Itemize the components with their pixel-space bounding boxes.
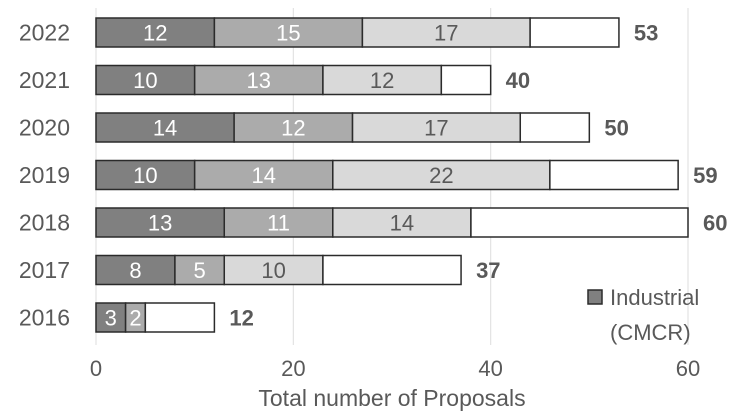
bar-segment-2019-s2	[193, 159, 334, 191]
bar-segment-2021-s3	[322, 64, 443, 96]
segment-value-label-2017-s1: 8	[129, 258, 141, 283]
bar-segment-2022-s1	[95, 17, 216, 48]
bar-segment-2022-s3	[361, 17, 531, 48]
total-label-2019: 59	[693, 163, 717, 188]
segment-value-label-2020-s3: 17	[424, 116, 448, 141]
x-tick-label-60: 60	[676, 356, 700, 381]
segment-value-label-2022-s2: 15	[276, 21, 300, 46]
total-label-2021: 40	[506, 68, 530, 93]
bar-segment-2021-s1	[95, 64, 196, 96]
segment-value-label-2016-s1: 3	[105, 306, 117, 331]
segment-value-label-2021-s2: 13	[247, 68, 271, 93]
category-label-2020: 2020	[19, 115, 70, 141]
segment-value-label-2020-s2: 12	[281, 116, 305, 141]
bar-segment-2016-s1	[95, 302, 127, 333]
segment-value-label-2019-s3: 22	[429, 163, 453, 188]
segment-value-label-2018-s1: 13	[148, 211, 172, 236]
legend-label-line1: Industrial	[610, 285, 699, 310]
segment-value-label-2022-s3: 17	[434, 21, 458, 46]
x-axis-title: Total number of Proposals	[258, 385, 525, 411]
bar-segment-2022-s2	[213, 17, 364, 48]
segment-value-label-2017-s3: 10	[261, 258, 285, 283]
total-label-2016: 12	[229, 306, 253, 331]
total-label-2017: 37	[476, 258, 500, 283]
bar-segment-2017-s3	[223, 254, 324, 286]
bar-segment-2019-s3	[332, 159, 551, 191]
segment-value-label-2021-s1: 10	[133, 68, 157, 93]
category-label-2022: 2022	[19, 20, 70, 46]
total-label-2018: 60	[703, 211, 727, 236]
legend: Industrial (CMCR)	[587, 285, 699, 345]
bar-segment-2018-s2	[223, 207, 334, 238]
category-label-2021: 2021	[19, 67, 70, 93]
legend-swatch-industrial	[587, 289, 603, 305]
bar-segment-2020-s4	[519, 112, 591, 143]
segment-value-label-2017-s2: 5	[193, 258, 205, 283]
segment-value-label-2021-s3: 12	[370, 68, 394, 93]
legend-label-line2: (CMCR)	[610, 320, 691, 345]
segment-value-label-2018-s3: 14	[390, 211, 414, 236]
category-label-2017: 2017	[19, 257, 70, 283]
category-label-2019: 2019	[19, 162, 70, 188]
segment-value-label-2016-s2: 2	[129, 306, 141, 331]
x-tick-label-0: 0	[90, 356, 102, 381]
segment-value-label-2019-s2: 14	[251, 163, 275, 188]
bar-segment-2019-s1	[95, 159, 196, 191]
category-label-2018: 2018	[19, 210, 70, 236]
x-tick-label-40: 40	[478, 356, 502, 381]
segment-value-label-2020-s1: 14	[153, 116, 177, 141]
x-tick-label-20: 20	[281, 356, 305, 381]
bar-segment-2016-s4	[144, 302, 216, 333]
bar-segment-2017-s4	[322, 254, 462, 286]
total-label-2020: 50	[604, 116, 628, 141]
segment-value-label-2022-s1: 12	[143, 21, 167, 46]
bar-segment-2022-s4	[529, 17, 620, 48]
total-label-2022: 53	[634, 21, 658, 46]
category-label-2016: 2016	[19, 305, 70, 331]
segment-value-label-2018-s2: 11	[267, 211, 290, 236]
bar-layer	[95, 17, 689, 333]
axis-layer: 0 20 40 60 2022 2021 2020 2019 2018 2017 2016	[19, 20, 700, 382]
bar-segment-2019-s4	[549, 159, 679, 191]
bar-segment-2018-s1	[95, 207, 226, 238]
bar-segment-2021-s4	[440, 64, 492, 96]
segment-value-label-2019-s1: 10	[133, 163, 157, 188]
bar-segment-2018-s4	[470, 207, 689, 238]
